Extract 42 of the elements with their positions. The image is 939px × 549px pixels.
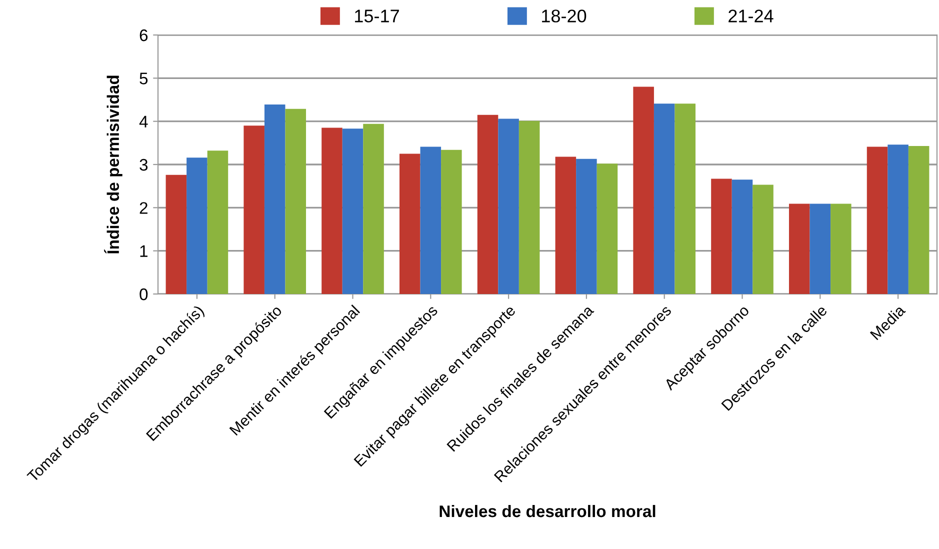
bar (633, 86, 654, 294)
bar (285, 108, 306, 294)
bar (420, 146, 442, 294)
bar (732, 180, 753, 294)
bar (477, 114, 498, 294)
bar (207, 150, 228, 294)
bar (788, 204, 810, 294)
legend-label: 15-17 (355, 10, 399, 22)
bar (498, 118, 519, 294)
bar (244, 126, 264, 294)
bar (322, 128, 342, 294)
y-tick-label: 2 (140, 202, 148, 214)
bar (264, 104, 286, 294)
bar (810, 204, 831, 294)
bar (830, 204, 852, 294)
y-tick-label: 0 (140, 288, 148, 300)
bar (596, 164, 618, 294)
y-tick-label: 5 (140, 72, 148, 84)
bar (908, 146, 930, 294)
bar (866, 146, 888, 294)
legend-label: 18-20 (542, 10, 586, 22)
bar (674, 104, 696, 294)
bar (711, 178, 732, 294)
y-tick-label: 6 (140, 29, 148, 42)
y-tick-label: 3 (140, 158, 148, 171)
bar (166, 174, 187, 294)
bar (363, 124, 384, 294)
bar (555, 156, 576, 294)
x-axis-title: Niveles de desarrollo moral (440, 504, 656, 518)
legend-label: 21-24 (728, 10, 774, 22)
bar (576, 158, 597, 294)
bar (888, 144, 908, 294)
y-tick-label: 1 (140, 245, 148, 257)
bar (399, 154, 420, 294)
bar (441, 150, 462, 294)
bar (518, 120, 540, 294)
y-axis-title: Índice de permisividad (104, 76, 122, 254)
bar (342, 128, 364, 294)
bar (186, 158, 208, 294)
bar (752, 184, 774, 294)
y-tick-label: 4 (139, 116, 148, 128)
bar (654, 104, 675, 294)
